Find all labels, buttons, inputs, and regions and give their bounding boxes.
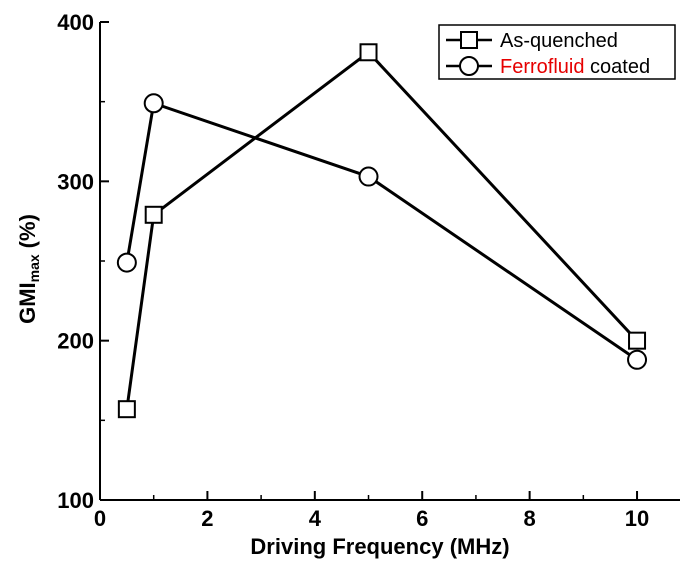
data-point-square [628,331,647,350]
y-axis-title: GMImax (%) [15,214,42,324]
data-point-circle [116,252,137,273]
x-tick-label: 0 [94,506,106,531]
y-tick-label: 100 [57,488,94,513]
y-tick-label: 400 [57,10,94,35]
x-tick-label: 4 [309,506,322,531]
x-tick-label: 2 [201,506,213,531]
data-point-circle [358,166,379,187]
series-1-line [125,101,638,362]
legend-label-as-quenched: As-quenched [500,30,618,52]
legend-entry-as-quenched: As-quenched [446,30,618,52]
data-point-square [359,43,378,62]
legend: As-quenched Ferrofluid coated [438,24,676,80]
data-point-square [117,400,136,419]
series-0 [117,43,647,419]
y-axis-title-unit: (%) [15,214,40,248]
data-point-circle [143,93,164,114]
plot-area [116,43,648,419]
ticks: 0 2 4 6 8 10 100 200 300 400 [57,10,649,531]
data-point-square [144,205,163,224]
legend-entry-ferrofluid-coated: Ferrofluid coated [446,56,650,78]
x-axis-title: Driving Frequency (MHz) [250,534,509,559]
x-tick-label: 10 [625,506,649,531]
legend-label-part-coated: coated [584,56,650,78]
axes [99,22,680,501]
y-tick-label: 300 [57,169,94,194]
x-tick-label: 8 [524,506,536,531]
series-1 [116,93,648,370]
legend-box [438,24,676,80]
legend-label-ferrofluid-coated: Ferrofluid coated [500,56,650,78]
x-tick-label: 6 [416,506,428,531]
series-0-line [125,50,639,410]
y-tick-label: 200 [57,329,94,354]
y-axis-title-subscript: max [26,254,42,282]
legend-circle-marker [459,56,479,76]
y-axis-title-main: GMI [15,282,40,324]
data-point-circle [627,349,648,370]
legend-square-marker [460,31,478,49]
legend-label-part-ferrofluid: Ferrofluid [500,56,584,78]
